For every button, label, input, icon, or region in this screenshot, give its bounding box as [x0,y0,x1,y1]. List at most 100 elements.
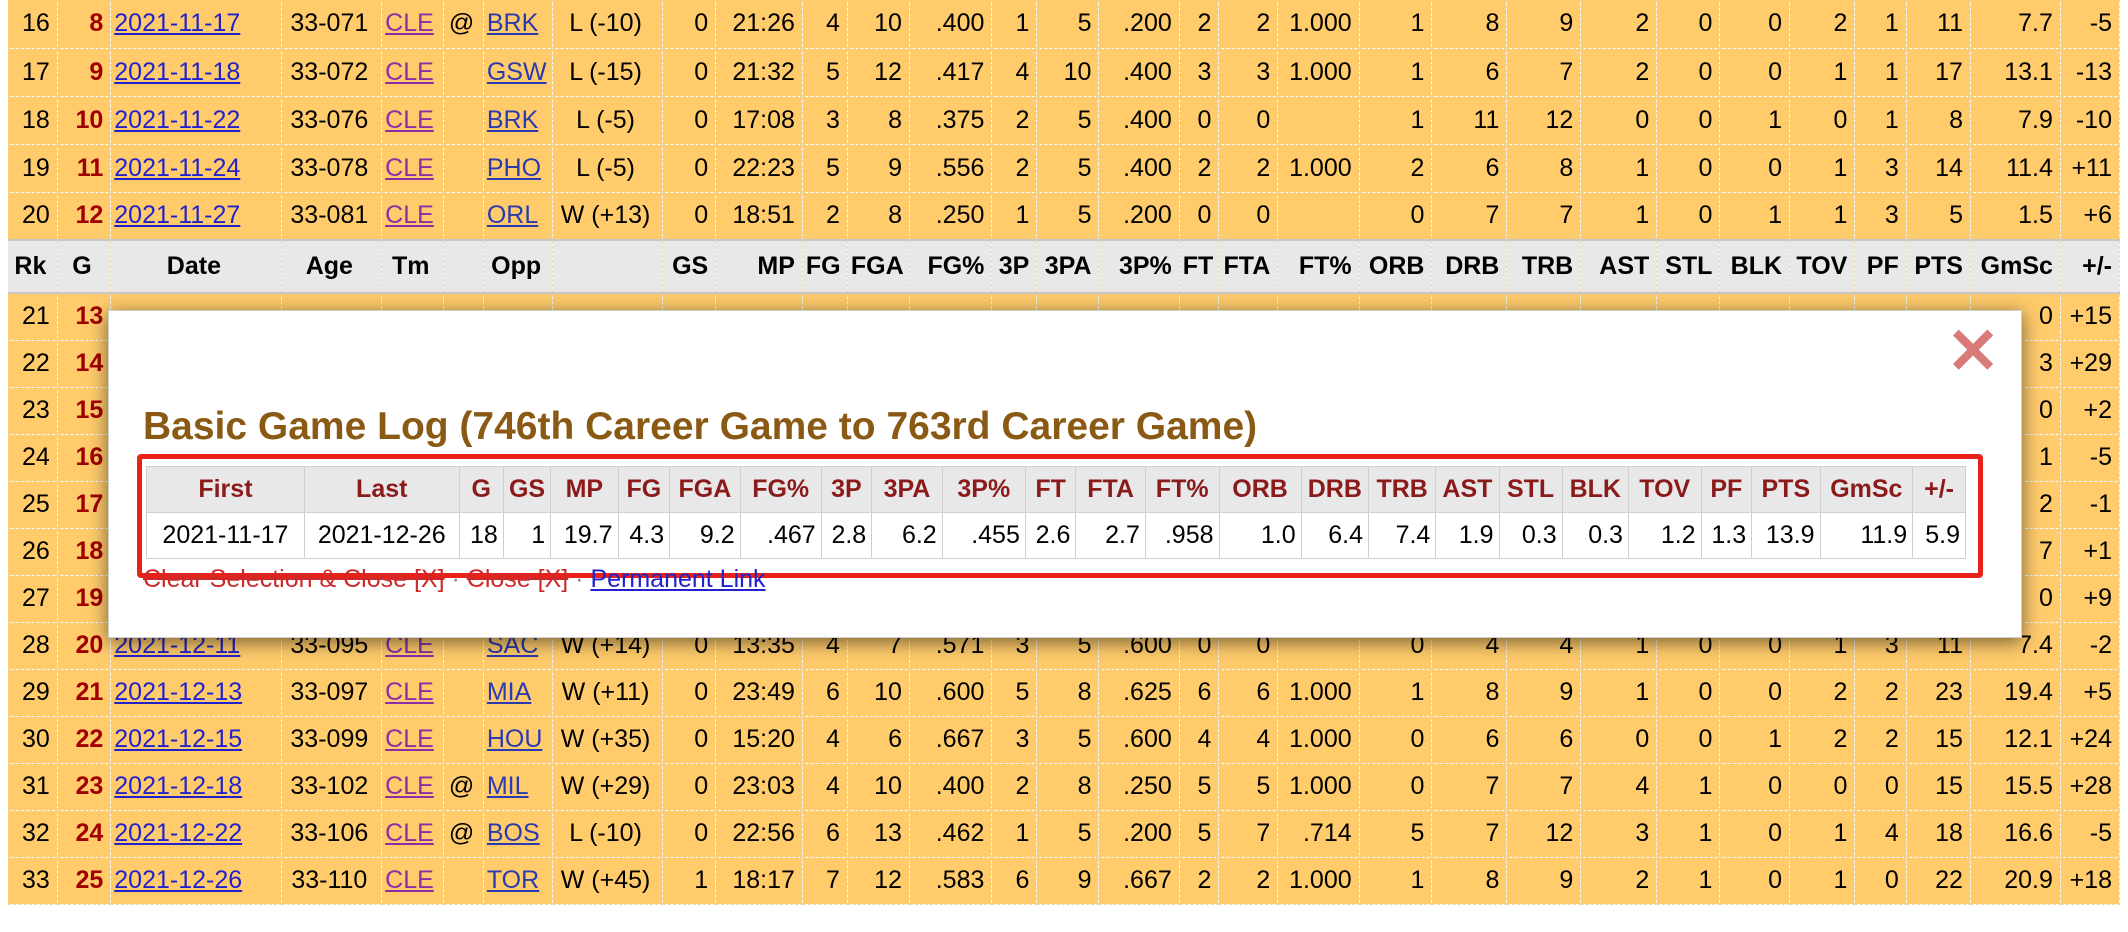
opponent-link[interactable]: ORL [486,201,539,230]
opponent-link[interactable]: MIL [486,772,529,800]
close-link[interactable]: Close [X] [466,565,569,593]
cell-tm[interactable]: CLE [381,0,445,49]
team-link[interactable]: CLE [385,678,434,706]
opponent-link[interactable]: HOU [486,725,543,753]
column-header-tm[interactable]: Tm [381,239,445,294]
opponent-link[interactable]: BOS [486,819,540,847]
summary-header-cell[interactable]: First [146,466,305,513]
cell-date[interactable]: 2021-11-17 [110,0,282,49]
cell-tm[interactable]: CLE [381,669,445,717]
summary-header-cell[interactable]: STL [1498,466,1563,513]
cell-tm[interactable]: CLE [381,716,445,764]
summary-header-cell[interactable]: FT [1024,466,1077,513]
summary-header-cell[interactable]: 3P [820,466,873,513]
cell-tm[interactable]: CLE [381,857,445,905]
column-header-blk[interactable]: BLK [1719,239,1791,294]
column-header-date[interactable]: Date [110,239,282,294]
team-link[interactable]: CLE [385,725,434,753]
column-header-orb[interactable]: ORB [1359,239,1433,294]
summary-header-cell[interactable]: FT% [1144,466,1220,513]
column-header-ft-pct[interactable]: FT% [1277,239,1360,294]
opponent-link[interactable]: MIA [486,678,532,706]
date-link[interactable]: 2021-12-26 [114,866,243,894]
cell-opp[interactable]: HOU [483,716,554,764]
cell-tm[interactable]: CLE [381,48,445,97]
column-header-trb[interactable]: TRB [1506,239,1582,294]
summary-header-cell[interactable]: FG [617,466,671,513]
team-link[interactable]: CLE [385,105,434,134]
cell-date[interactable]: 2021-12-18 [110,763,282,811]
column-header-plus-minus[interactable]: +/- [2060,239,2121,294]
summary-header-cell[interactable]: MP [550,466,619,513]
cell-opp[interactable]: ORL [483,192,554,241]
column-header-result[interactable] [552,239,663,294]
permanent-link[interactable]: Permanent Link [590,565,766,593]
cell-date[interactable]: 2021-11-27 [110,192,282,241]
team-link[interactable]: CLE [385,201,434,230]
cell-opp[interactable]: GSW [483,48,554,97]
team-link[interactable]: CLE [385,819,434,847]
summary-header-cell[interactable]: BLK [1561,466,1629,513]
opponent-link[interactable]: PHO [486,153,542,182]
summary-header-cell[interactable]: TRB [1367,466,1437,513]
summary-header-cell[interactable]: GmSc [1819,466,1914,513]
cell-opp[interactable]: MIA [483,669,554,717]
cell-date[interactable]: 2021-11-24 [110,144,282,193]
summary-header-cell[interactable]: +/- [1912,466,1966,513]
opponent-link[interactable]: TOR [486,866,540,894]
summary-header-cell[interactable]: FGA [669,466,741,513]
column-header-home-away[interactable] [443,239,484,294]
clear-selection-close-link[interactable]: Clear Selection & Close [X] [143,565,445,593]
date-link[interactable]: 2021-11-24 [114,153,241,182]
team-link[interactable]: CLE [385,772,434,800]
cell-opp[interactable]: PHO [483,144,554,193]
date-link[interactable]: 2021-12-22 [114,819,243,847]
column-header-3p-pct[interactable]: 3P% [1098,239,1180,294]
cell-opp[interactable]: MIL [483,763,554,811]
column-header-fg-pct[interactable]: FG% [909,239,993,294]
column-header-mp[interactable]: MP [715,239,803,294]
close-icon[interactable]: ✕ [1946,315,2000,387]
summary-header-cell[interactable]: G [458,466,504,513]
column-header-3p[interactable]: 3P [991,239,1038,294]
summary-header-cell[interactable]: FTA [1075,466,1146,513]
date-link[interactable]: 2021-12-18 [114,772,243,800]
column-header-tov[interactable]: TOV [1789,239,1856,294]
cell-tm[interactable]: CLE [381,192,445,241]
date-link[interactable]: 2021-11-18 [114,57,241,86]
column-header-fta[interactable]: FTA [1218,239,1279,294]
summary-header-cell[interactable]: 3PA [871,466,943,513]
cell-date[interactable]: 2021-11-22 [110,96,282,145]
cell-tm[interactable]: CLE [381,96,445,145]
date-link[interactable]: 2021-12-13 [114,678,243,706]
column-header-fg[interactable]: FG [802,239,848,294]
cell-date[interactable]: 2021-12-26 [110,857,282,905]
opponent-link[interactable]: GSW [486,57,547,86]
summary-header-cell[interactable]: DRB [1300,466,1369,513]
opponent-link[interactable]: BRK [486,9,539,38]
team-link[interactable]: CLE [385,866,434,894]
cell-tm[interactable]: CLE [381,144,445,193]
summary-header-cell[interactable]: AST [1435,466,1500,513]
column-header-drb[interactable]: DRB [1431,239,1508,294]
column-header-stl[interactable]: STL [1656,239,1721,294]
column-header-gs[interactable]: GS [662,239,717,294]
cell-date[interactable]: 2021-11-18 [110,48,282,97]
date-link[interactable]: 2021-12-15 [114,725,243,753]
team-link[interactable]: CLE [385,57,434,86]
summary-header-cell[interactable]: 3P% [941,466,1026,513]
cell-tm[interactable]: CLE [381,763,445,811]
cell-date[interactable]: 2021-12-13 [110,669,282,717]
column-header-ft[interactable]: FT [1179,239,1220,294]
cell-opp[interactable]: BOS [483,810,554,858]
team-link[interactable]: CLE [385,153,434,182]
date-link[interactable]: 2021-11-27 [114,201,241,230]
summary-header-cell[interactable]: Last [303,466,460,513]
cell-tm[interactable]: CLE [381,810,445,858]
cell-opp[interactable]: BRK [483,96,554,145]
column-header-g[interactable]: G [57,239,112,294]
summary-header-cell[interactable]: ORB [1218,466,1302,513]
column-header-opp[interactable]: Opp [483,239,554,294]
date-link[interactable]: 2021-11-17 [114,9,241,38]
column-header-ast[interactable]: AST [1580,239,1658,294]
